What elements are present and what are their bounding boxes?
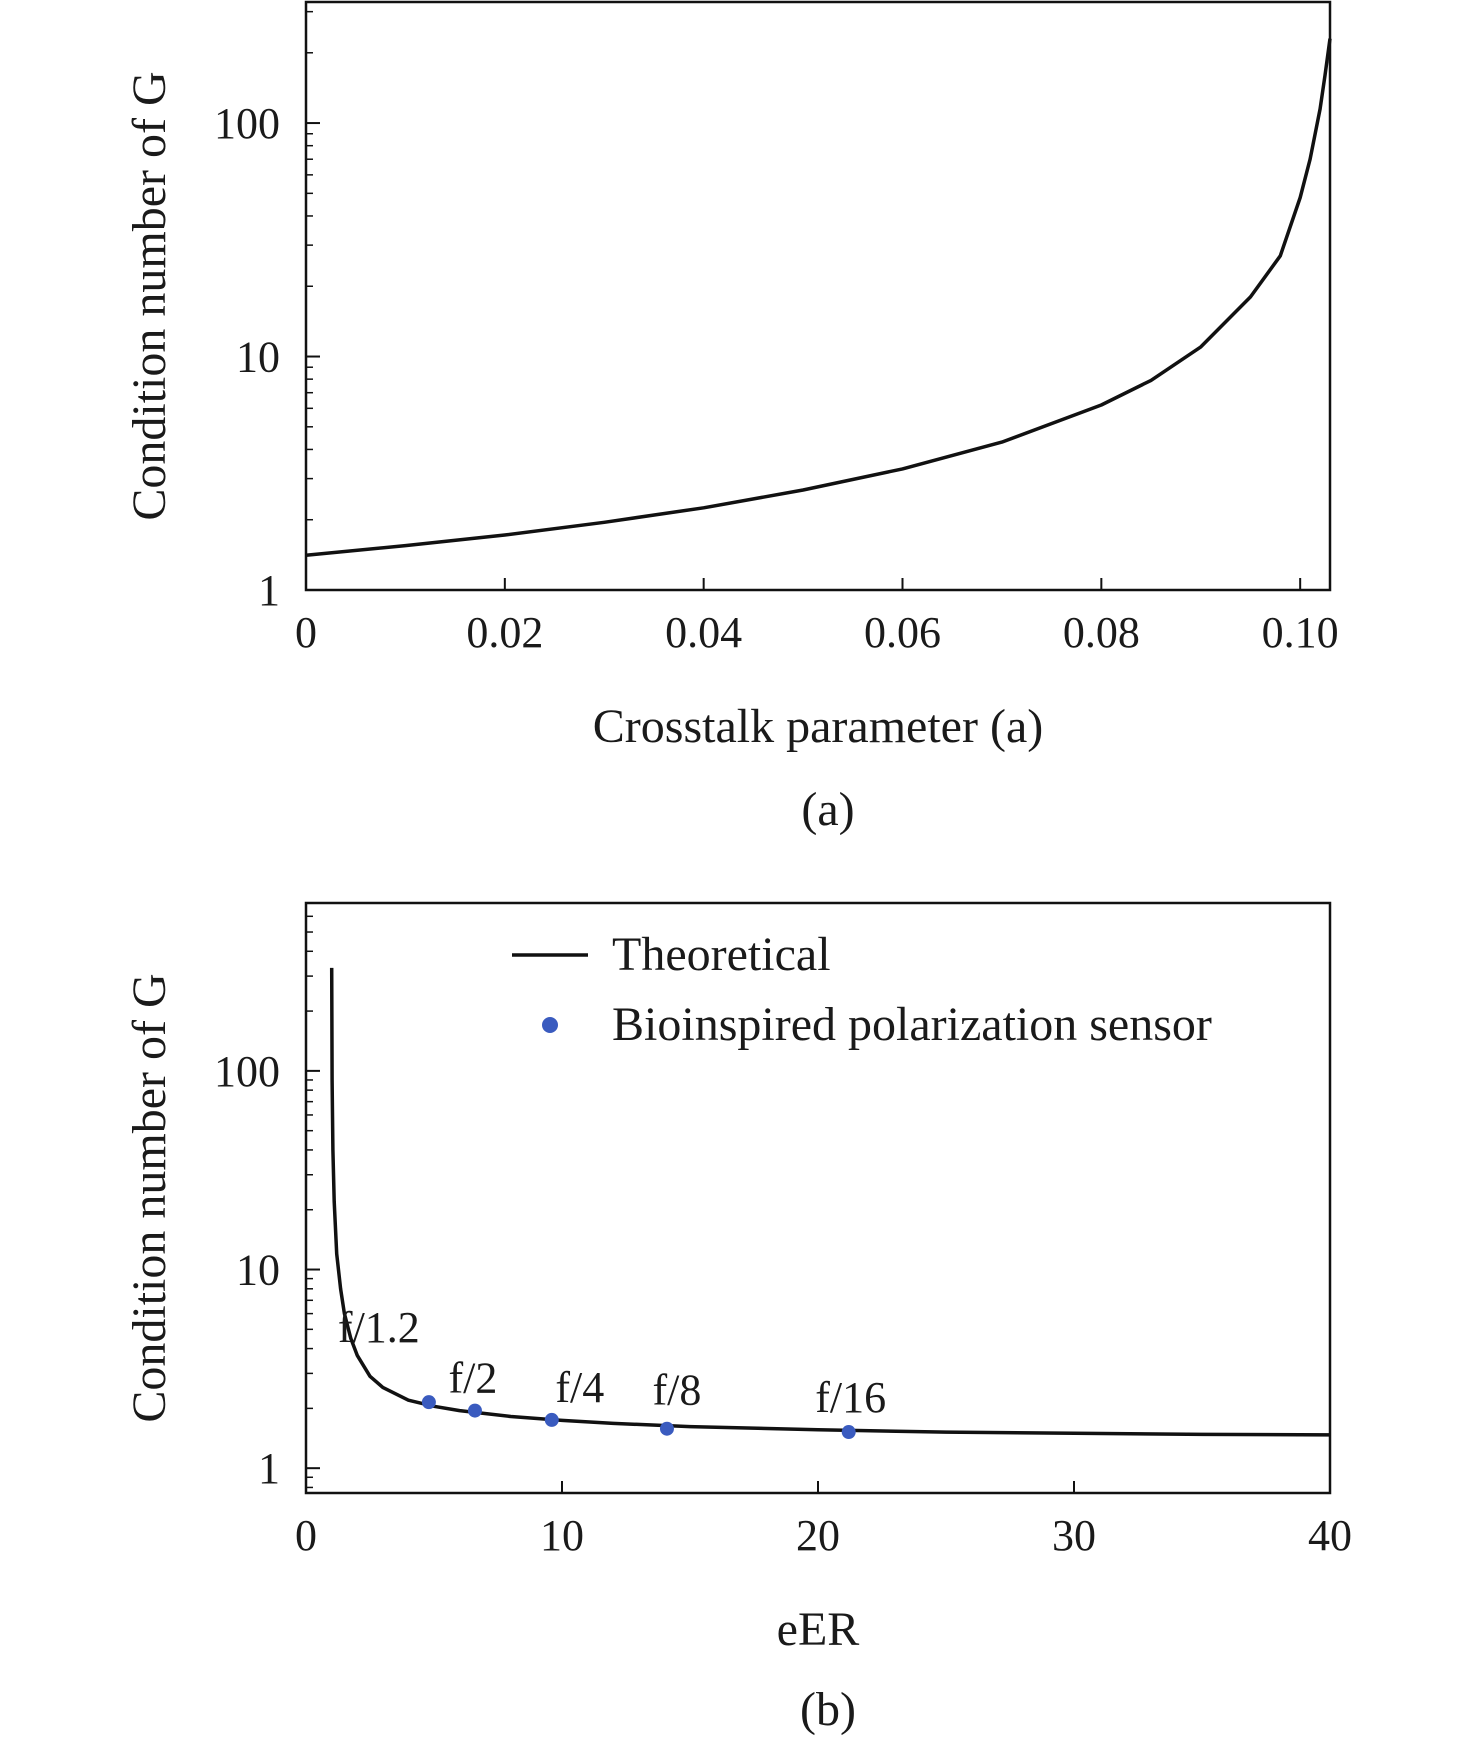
y-tick-label: 1 (258, 1444, 280, 1493)
point-label: f/4 (555, 1363, 604, 1412)
y-axis-title: Condition number of G (123, 973, 176, 1422)
panel-a: 0 0.02 0.04 0.06 0.08 0.10 1 10 100 Crosstalk par… (123, 0, 1339, 836)
point-label: f/2 (449, 1354, 498, 1403)
x-axis-title: Crosstalk parameter (a) (593, 700, 1043, 753)
panel-caption: (a) (801, 783, 854, 836)
y-tick-label: 10 (236, 1246, 280, 1295)
x-tick-label: 20 (796, 1511, 840, 1560)
legend-label: Bioinspired polarization sensor (612, 998, 1212, 1051)
legend-marker (542, 1017, 558, 1033)
x-axis-title: eER (777, 1603, 860, 1656)
x-tick-label: 0.06 (864, 608, 941, 657)
x-tick-label: 0 (295, 608, 317, 657)
y-tick-label: 1 (258, 566, 280, 615)
panel-b: 0 10 20 30 40 1 10 100 eER Condition number of G (… (123, 901, 1352, 1736)
series-line (305, 38, 1332, 557)
point-label: f/8 (653, 1366, 702, 1415)
data-point (467, 1403, 482, 1418)
point-label: f/16 (815, 1373, 886, 1422)
x-tick-label: 10 (540, 1511, 584, 1560)
data-point (659, 1421, 674, 1436)
panel-caption: (b) (800, 1683, 856, 1736)
x-tick-label: 0.08 (1063, 608, 1140, 657)
x-tick-label: 0 (295, 1511, 317, 1560)
x-tick-label: 0.04 (665, 608, 742, 657)
legend-label: Theoretical (612, 928, 831, 981)
y-tick-label: 100 (214, 1047, 280, 1096)
data-point (841, 1425, 856, 1440)
point-label: f/1.2 (338, 1303, 420, 1352)
y-tick-label: 100 (214, 99, 280, 148)
x-tick-label: 0.02 (466, 608, 543, 657)
data-point (544, 1412, 559, 1427)
x-tick-label: 40 (1308, 1511, 1352, 1560)
series-line (329, 967, 1331, 1437)
data-point (421, 1395, 436, 1410)
x-tick-label: 30 (1052, 1511, 1096, 1560)
y-tick-label: 10 (236, 333, 280, 382)
y-axis-title: Condition number of G (123, 71, 176, 520)
x-tick-label: 0.10 (1262, 608, 1339, 657)
plot-frame (304, 0, 1332, 592)
